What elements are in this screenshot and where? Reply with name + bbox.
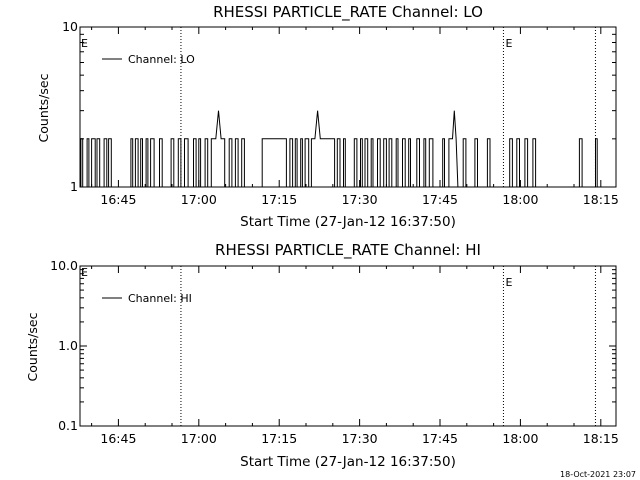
y-axis-label: Counts/sec [25, 312, 40, 381]
y-tick-label: 1.0 [58, 338, 78, 353]
x-tick-label: 17:45 [422, 431, 458, 446]
chart-title: RHESSI PARTICLE_RATE Channel: LO [213, 3, 483, 22]
y-tick-label: 0.1 [58, 418, 78, 433]
start-marker: E [81, 266, 88, 279]
x-axis-label: Start Time (27-Jan-12 16:37:50) [240, 214, 456, 230]
series-line [80, 110, 598, 188]
x-tick-label: 16:45 [100, 192, 136, 207]
legend-label: Channel: LO [128, 53, 195, 66]
x-tick-label: 17:45 [422, 192, 458, 207]
y-axis-label: Counts/sec [36, 73, 51, 142]
y-tick-label: 10.0 [50, 258, 78, 273]
x-tick-label: 17:30 [342, 431, 378, 446]
y-tick-label: 1 [70, 179, 78, 194]
event-label: E [505, 37, 512, 50]
chart-title: RHESSI PARTICLE_RATE Channel: HI [215, 241, 481, 260]
start-marker: E [81, 37, 88, 50]
x-tick-label: 18:00 [502, 431, 538, 446]
x-tick-label: 17:15 [261, 192, 297, 207]
x-tick-label: 17:30 [342, 192, 378, 207]
x-tick-label: 18:00 [502, 192, 538, 207]
x-tick-label: 18:15 [583, 431, 619, 446]
event-label: E [505, 276, 512, 289]
x-tick-label: 17:00 [181, 192, 217, 207]
chart-panel-hi: RHESSI PARTICLE_RATE Channel: HI Start T… [25, 241, 619, 470]
x-tick-label: 17:15 [261, 431, 297, 446]
x-tick-label: 16:45 [100, 431, 136, 446]
x-tick-label: 18:15 [583, 192, 619, 207]
x-axis-label: Start Time (27-Jan-12 16:37:50) [240, 454, 456, 470]
plot-frame [79, 265, 617, 427]
chart-panel-lo: RHESSI PARTICLE_RATE Channel: LO Start T… [36, 3, 619, 230]
generation-timestamp: 18-Oct-2021 23:07 [560, 470, 636, 479]
legend-label: Channel: HI [128, 292, 192, 305]
x-tick-label: 17:00 [181, 431, 217, 446]
y-tick-label: 10 [62, 19, 78, 34]
